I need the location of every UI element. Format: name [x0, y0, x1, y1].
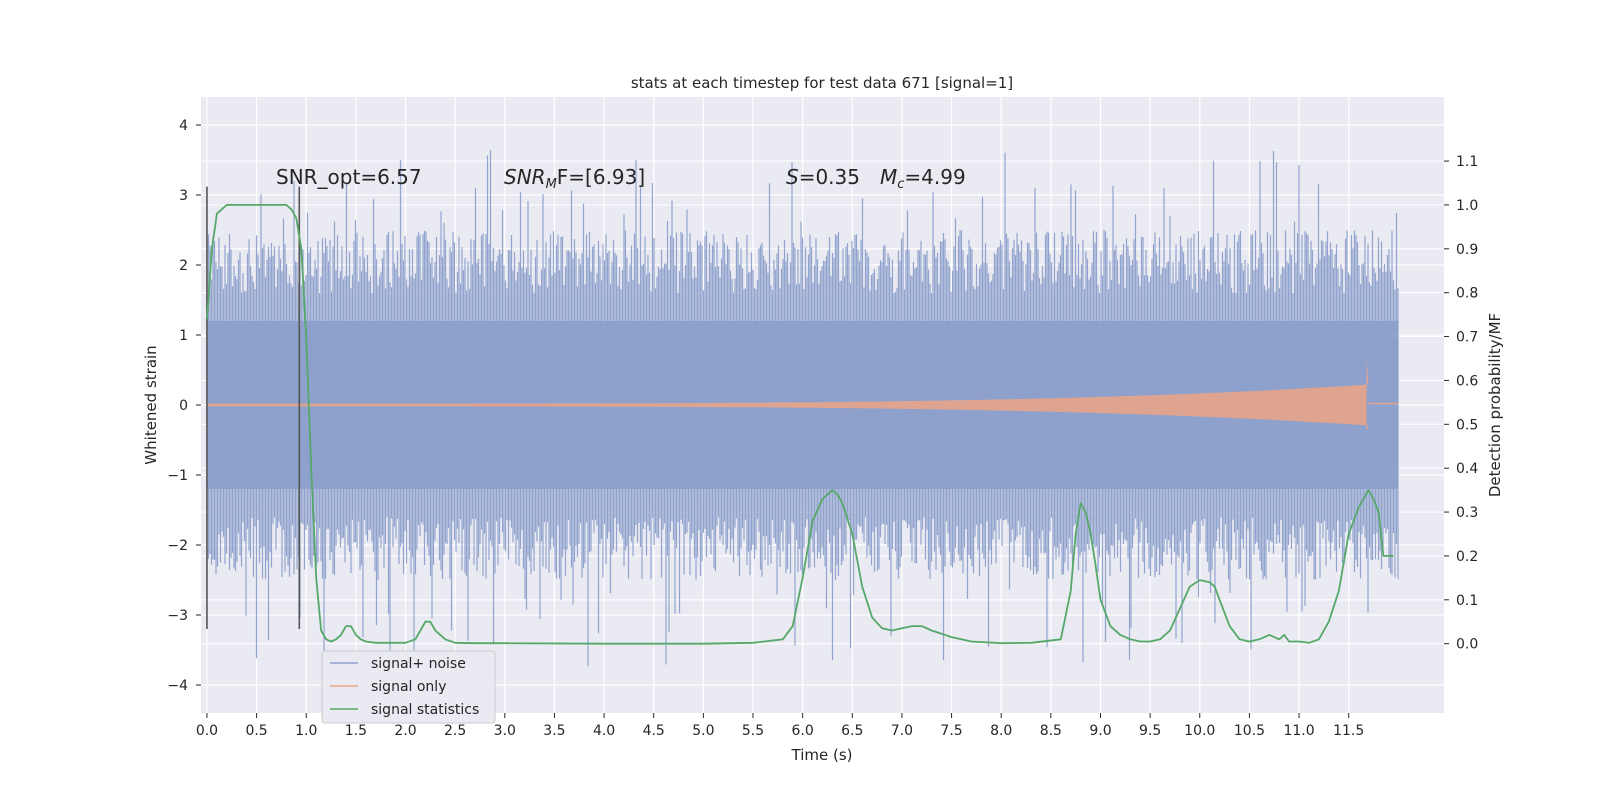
mc-annotation: Mc=4.99 [880, 165, 966, 192]
x-tick-label: 7.5 [940, 723, 962, 739]
legend-box [321, 650, 496, 724]
y-tick-label: 1 [179, 328, 188, 344]
x-tick-label: 10.0 [1184, 723, 1215, 739]
s-symbol: S [786, 165, 799, 189]
y2-tick-label: 0.9 [1456, 242, 1478, 258]
legend-label-signal-statistics: signal statistics [371, 702, 479, 718]
snr-mf-annotation: SNRMF=[6.93] [504, 165, 645, 192]
x-tick-label: 6.0 [792, 723, 814, 739]
y2-tick-label: 0.7 [1456, 330, 1478, 346]
vertical-markers [206, 186, 301, 629]
x-tick-label: 4.5 [643, 723, 665, 739]
y2-tick-label: 0.6 [1456, 373, 1478, 389]
x-tick-label: 0.0 [196, 723, 218, 739]
x-tick-label: 6.5 [841, 723, 863, 739]
x-tick-label: 5.0 [692, 723, 714, 739]
x-tick-label: 9.0 [1089, 723, 1111, 739]
chart-title: stats at each timestep for test data 671… [631, 74, 1013, 92]
y-tick-label: −2 [167, 538, 188, 554]
y2-tick-label: 1.1 [1456, 154, 1478, 170]
x-tick-label: 3.5 [543, 723, 565, 739]
x-tick-label: 3.0 [494, 723, 516, 739]
mc-value: =4.99 [904, 165, 965, 189]
y2-tick-label: 0.3 [1456, 505, 1478, 521]
x-axis-label: Time (s) [791, 746, 853, 764]
y2-tick-label: 1.0 [1456, 198, 1478, 214]
x-tick-label: 0.5 [245, 723, 267, 739]
snr-mf-value: F=[6.93] [557, 165, 645, 189]
y-tick-label: −3 [167, 608, 188, 624]
x-tick-label: 11.5 [1333, 723, 1364, 739]
s-value: =0.35 [799, 165, 860, 189]
x-tick-label: 11.0 [1283, 723, 1314, 739]
mc-symbol: M [880, 165, 897, 189]
snr-opt-annotation: SNR_opt=6.57 [276, 165, 422, 189]
y2-tick-label: 0.1 [1456, 593, 1478, 609]
y2-tick-label: 0.0 [1456, 637, 1478, 653]
legend-label-signal-only: signal only [371, 679, 446, 695]
s-annotation: S=0.35 [786, 165, 860, 189]
y2-tick-label: 0.4 [1456, 461, 1478, 477]
y-tick-label: 4 [179, 118, 188, 134]
x-tick-label: 10.5 [1234, 723, 1265, 739]
y-tick-label: 2 [179, 258, 188, 274]
y-axis-label: Whitened strain [142, 345, 160, 464]
signal-only-series [207, 359, 1399, 432]
y2-tick-label: 0.8 [1456, 286, 1478, 302]
y2-axis-label: Detection probability/MF [1486, 313, 1504, 497]
legend-label-signal-noise: signal+ noise [371, 656, 466, 672]
y-tick-label: −4 [167, 678, 188, 694]
x-tick-label: 2.5 [444, 723, 466, 739]
x-tick-label: 5.5 [742, 723, 764, 739]
statistics-line [206, 203, 1394, 645]
x-tick-label: 7.0 [891, 723, 913, 739]
x-tick-label: 1.5 [345, 723, 367, 739]
x-tick-label: 8.0 [990, 723, 1012, 739]
x-tick-label: 9.5 [1139, 723, 1161, 739]
y2-tick-label: 0.2 [1456, 549, 1478, 565]
snr-mf-main: SNR [504, 165, 546, 189]
y-tick-label: −1 [167, 468, 188, 484]
mc-subscript: c [897, 177, 904, 192]
legend: signal+ noise signal only signal statist… [321, 650, 496, 724]
snr-mf-subscript: M [546, 177, 557, 192]
y-tick-label: 3 [179, 188, 188, 204]
y2-tick-label: 0.5 [1456, 417, 1478, 433]
x-tick-label: 1.0 [295, 723, 317, 739]
x-tick-label: 4.0 [593, 723, 615, 739]
y-tick-label: 0 [179, 398, 188, 414]
x-tick-label: 2.0 [394, 723, 416, 739]
x-tick-label: 8.5 [1040, 723, 1062, 739]
tick-labels: 0.0 0.5 1.0 1.5 2.0 2.5 3.0 3.5 4.0 4.5 5.0 5.5 6.0 6… [167, 118, 1478, 739]
signal-statistics-series [206, 203, 1394, 645]
